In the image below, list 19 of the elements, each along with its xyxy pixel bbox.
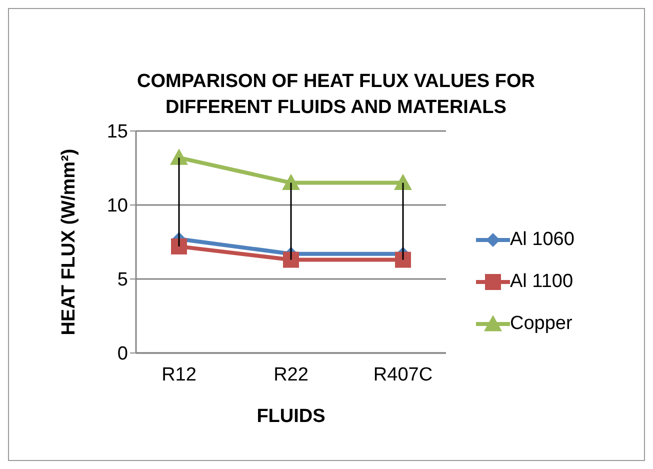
legend-label: Al 1060 [510, 229, 574, 251]
y-tick-label: 0 [117, 344, 128, 365]
x-tick-label: R407C [373, 364, 433, 386]
x-tick-label: R12 [162, 364, 196, 386]
y-tick-label: 10 [106, 196, 128, 217]
y-tick-label: 15 [106, 122, 128, 143]
legend-label: Al 1100 [510, 271, 574, 293]
point [282, 174, 300, 190]
chart-title: COMPARISON OF HEAT FLUX VALUES FOR DIFFERENT FLUIDS AND MATERIALS [136, 70, 536, 120]
legend-label: Copper [510, 313, 572, 335]
x-axis-title: FLUIDS [256, 406, 326, 427]
point [171, 238, 187, 254]
point [283, 252, 299, 268]
point [395, 252, 411, 268]
y-axis-title: HEAT FLUX (W/mm²) [58, 148, 80, 336]
y-tick-label: 5 [117, 270, 128, 291]
point [394, 174, 412, 190]
point [170, 148, 188, 165]
x-tick-label: R22 [274, 364, 308, 386]
